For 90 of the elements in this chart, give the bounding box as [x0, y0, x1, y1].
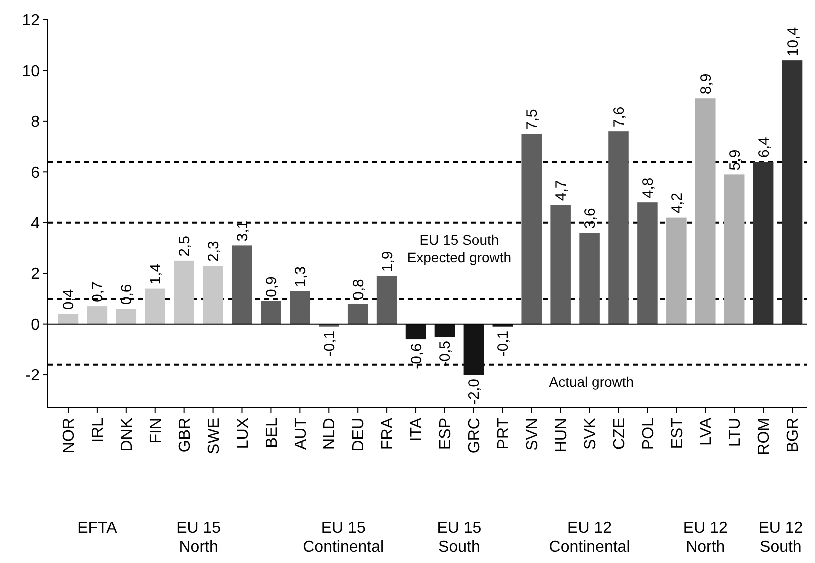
bar: [580, 233, 600, 324]
ref-line-label: Actual growth: [549, 374, 634, 390]
data-label: 5,9: [726, 150, 744, 171]
x-tick-label: SWE: [206, 418, 223, 454]
data-label: 0,9: [263, 276, 280, 298]
data-label: -0,6: [408, 344, 426, 370]
y-tick-label: 12: [22, 12, 40, 30]
x-tick-label: SVK: [582, 418, 600, 450]
x-tick-label: SVN: [524, 418, 542, 451]
bar: [87, 306, 108, 324]
x-tick-label: FRA: [380, 418, 397, 450]
y-tick-label: 8: [31, 114, 40, 132]
data-label: -0,1: [495, 330, 512, 357]
text: EU 15 Continental: [303, 520, 384, 556]
data-label: 1,4: [148, 264, 165, 285]
x-tick-label: PRT: [496, 418, 513, 450]
bar: [145, 288, 166, 324]
data-label: 2,5: [176, 236, 194, 257]
x-tick-label: LTU: [727, 418, 744, 448]
data-label: 3,1: [234, 220, 252, 242]
x-tick-label: GRC: [466, 418, 484, 454]
x-tick-label: NOR: [61, 418, 78, 454]
x-tick-label: GBR: [176, 418, 194, 453]
bar: [550, 205, 571, 324]
data-label: 4,8: [640, 178, 657, 199]
data-label: -2,0: [466, 379, 484, 405]
text: EU 12 North: [683, 520, 728, 556]
data-label: 8,9: [698, 74, 715, 95]
x-tick-label: ESP: [438, 418, 455, 450]
y-tick-label: 0: [31, 316, 40, 334]
text: EFTA: [78, 520, 118, 537]
x-tick-label: DEU: [350, 418, 368, 452]
text: EU 15 North: [176, 520, 222, 556]
bar: [753, 162, 774, 324]
data-label: -0,1: [321, 330, 338, 357]
data-label: 4,7: [553, 180, 570, 202]
data-label: 7,5: [524, 109, 542, 130]
bar: [290, 291, 310, 324]
bar: [434, 324, 456, 337]
x-tick-label: AUT: [292, 418, 310, 450]
bar: [638, 202, 658, 324]
bar: [116, 309, 137, 324]
x-tick-label: LVA: [698, 418, 716, 446]
data-label: -0,5: [437, 340, 454, 367]
x-tick-label: HUN: [553, 418, 570, 453]
data-label: 1,3: [292, 266, 310, 288]
data-label: 10,4: [784, 27, 802, 57]
x-tick-label: ITA: [408, 418, 426, 442]
y-tick-label: 10: [22, 63, 40, 80]
ref-line-label: EU 15 South Expected growth: [407, 232, 512, 266]
bar: [696, 98, 716, 324]
y-tick-label: 6: [31, 164, 40, 182]
x-tick-label: DNK: [119, 418, 136, 452]
text: EU 12 Continental: [549, 520, 630, 556]
x-tick-label: CZE: [611, 418, 628, 450]
data-label: 6,4: [756, 137, 773, 158]
text: EU 15 South: [437, 520, 482, 556]
x-tick-label: IRL: [90, 418, 108, 443]
x-tick-label: BEL: [264, 418, 281, 448]
y-tick-label: -2: [26, 368, 40, 385]
x-tick-label: BGR: [785, 418, 802, 453]
bar: [203, 266, 224, 324]
text: EU 12 South: [758, 520, 804, 556]
bar: [232, 246, 252, 324]
bar: [376, 276, 398, 324]
bar: [406, 324, 426, 340]
x-tick-label: ROM: [756, 418, 774, 456]
x-tick-label: POL: [640, 418, 658, 450]
bar: [666, 218, 687, 324]
bar: [174, 260, 194, 324]
data-label: 7,6: [611, 106, 628, 128]
data-label: 1,9: [379, 251, 396, 272]
data-label: 0,7: [90, 282, 107, 303]
data-label: 2,3: [206, 241, 223, 262]
data-label: 4,2: [668, 192, 686, 214]
bar: [782, 60, 803, 324]
data-label: 0,4: [60, 289, 78, 310]
bar: [522, 134, 542, 324]
y-tick-label: 2: [31, 266, 40, 284]
bar: [58, 314, 79, 324]
x-tick-label: NLD: [322, 418, 339, 450]
bar: [261, 301, 282, 324]
x-tick-label: FIN: [148, 418, 165, 444]
bar: [348, 304, 368, 324]
bar: [724, 174, 745, 324]
x-tick-label: LUX: [234, 418, 252, 450]
x-tick-label: EST: [669, 418, 686, 450]
y-tick-label: 4: [31, 215, 40, 232]
bar: [464, 324, 484, 376]
bar: [608, 132, 629, 324]
